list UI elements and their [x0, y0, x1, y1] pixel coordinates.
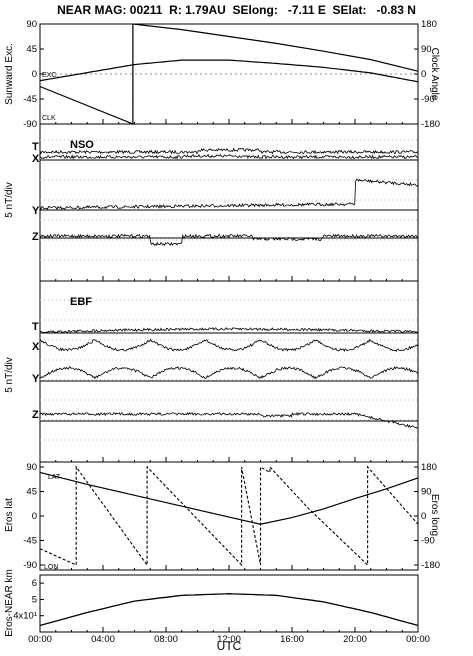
trace-label-ebf-t: T — [32, 321, 39, 333]
ytick-label: 45 — [26, 44, 37, 55]
xtick-label: 00:00 — [28, 634, 52, 645]
panel-frame-distance — [39, 574, 419, 633]
ytick-label: 6 — [32, 578, 37, 589]
label-clk: CLK — [42, 115, 56, 122]
trace-label-nso-z: Z — [32, 231, 39, 243]
ytick-label: 0 — [32, 511, 37, 522]
trace-label-nso-y: Y — [32, 205, 40, 217]
plot-title: NEAR MAG: 00211 R: 1.79AU SElong: -7.11 … — [57, 3, 416, 17]
ytick-label: -90 — [23, 119, 37, 130]
label-lon: LON — [44, 564, 58, 571]
ytick-label: -45 — [23, 536, 37, 547]
ytick-label: 90 — [26, 462, 37, 473]
trace-label-nso-x: X — [32, 153, 40, 165]
xtick-label: 04:00 — [91, 634, 115, 645]
y2tick-label: 90 — [421, 487, 432, 498]
ylabel-sunward: Sunward Exc. — [4, 43, 15, 105]
eros-lat-trace — [39, 471, 419, 525]
y2label-clock: Clock Angle — [429, 48, 440, 101]
ylabel-nso: 5 nT/div — [4, 182, 15, 218]
ytick-label: 4x10¹ — [13, 611, 37, 622]
ebf-t-trace — [39, 327, 419, 334]
panel-frame-nso — [39, 123, 419, 282]
panel-tag-ebf: EBF — [70, 296, 92, 308]
nso-t-trace — [39, 147, 419, 155]
ylabel-distance: Eros-NEAR km — [4, 569, 15, 637]
ytick-label: -45 — [23, 94, 37, 105]
y2tick-label: -180 — [421, 560, 440, 571]
nso-z-trace — [39, 233, 419, 247]
ylabel-eros-lat: Eros lat — [4, 498, 15, 532]
xtick-label: 12:00 — [217, 634, 241, 645]
ytick-label: 45 — [26, 487, 37, 498]
xtick-label: 08:00 — [154, 634, 178, 645]
ebf-x-trace — [39, 338, 419, 353]
y2tick-label: 180 — [421, 462, 437, 473]
label-lat: LAT — [48, 474, 61, 481]
panel-tag-nso: NSO — [70, 139, 94, 151]
trace-label-ebf-z: Z — [32, 409, 39, 421]
y2tick-label: 180 — [421, 19, 437, 30]
y2tick-label: -90 — [421, 536, 435, 547]
y2tick-label: 0 — [421, 69, 426, 80]
xtick-label: 00:00 — [406, 634, 430, 645]
ylabel-ebf: 5 nT/div — [4, 357, 15, 393]
ytick-label: 90 — [26, 19, 37, 30]
trace-label-nso-t: T — [32, 141, 39, 153]
xaxis-label: UTC — [217, 639, 242, 653]
distance-trace — [39, 593, 419, 627]
y2tick-label: -90 — [421, 94, 435, 105]
trace-label-ebf-y: Y — [32, 373, 40, 385]
label-exc: EXC. — [42, 72, 58, 79]
ytick-label: 0 — [32, 69, 37, 80]
trace-label-ebf-x: X — [32, 341, 40, 353]
clock-trace — [39, 23, 419, 125]
eros-long-trace — [39, 465, 419, 567]
xtick-label: 20:00 — [343, 634, 367, 645]
ytick-label: 5 — [32, 594, 37, 605]
y2label-eros-long: Eros long — [429, 494, 440, 536]
xtick-label: 16:00 — [280, 634, 304, 645]
panel-frame-eros — [39, 461, 419, 571]
exc-trace — [39, 59, 419, 83]
y2tick-label: 90 — [421, 44, 432, 55]
panel-frame-ebf — [39, 280, 419, 463]
ebf-z-trace — [39, 411, 419, 429]
nso-y-trace — [39, 178, 419, 211]
y2tick-label: -180 — [421, 119, 440, 130]
ytick-label: -90 — [23, 560, 37, 571]
nso-x-trace — [39, 153, 419, 160]
ebf-y-trace — [39, 366, 419, 380]
y2tick-label: 0 — [421, 511, 426, 522]
